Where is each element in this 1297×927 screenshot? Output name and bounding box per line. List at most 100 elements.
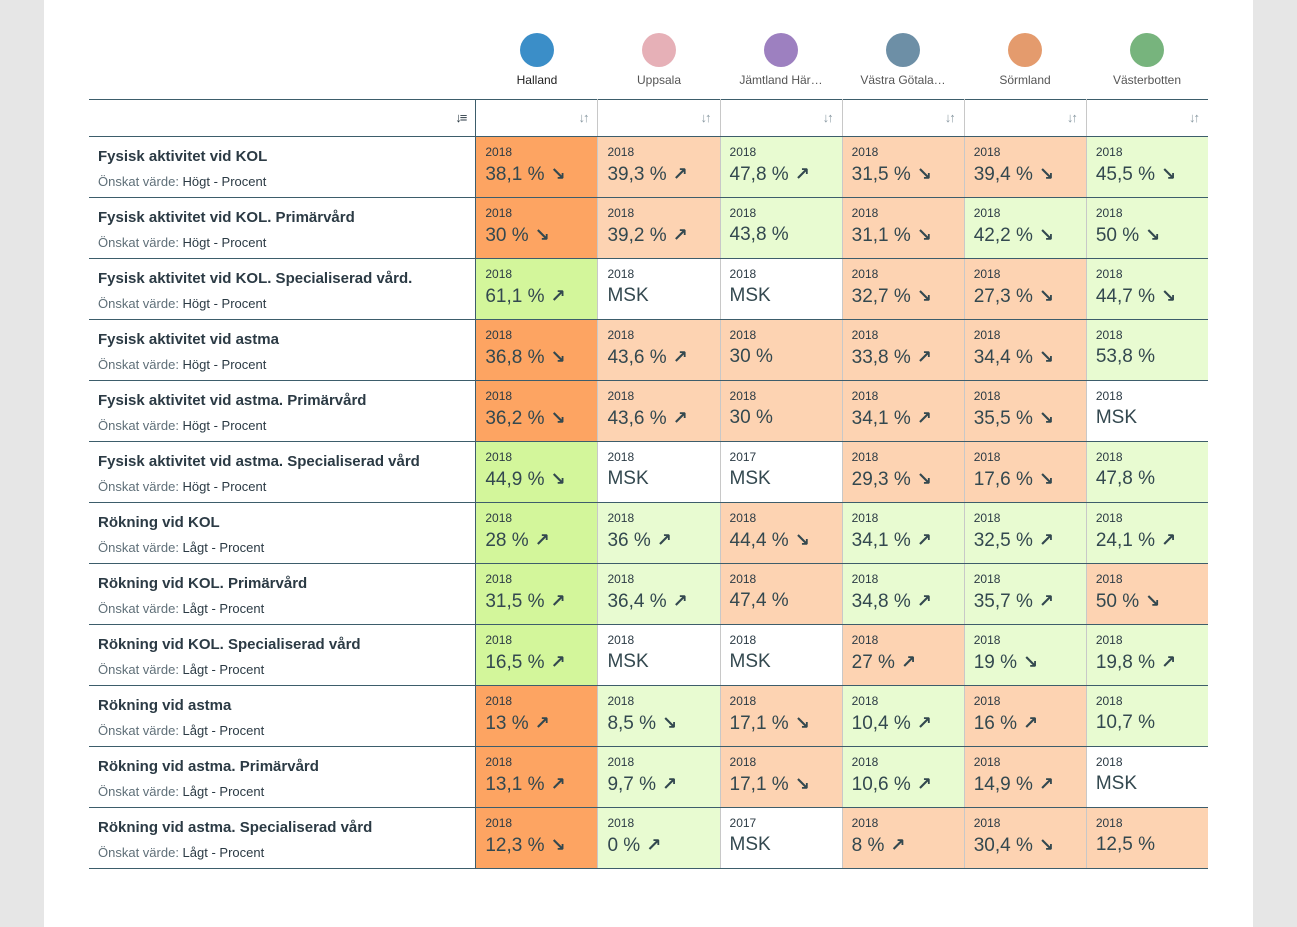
value-cell[interactable]: 2018 16,5 % ↗ (475, 624, 599, 686)
value-cell[interactable]: 2018 10,6 % ↗ (842, 746, 965, 808)
value-cell[interactable]: 2018 47,8 % (1086, 441, 1208, 503)
value-cell[interactable]: 2018 36,2 % ↘ (475, 380, 599, 442)
indicator-cell[interactable]: Rökning vid astma. Primärvård Önskat värd… (89, 746, 477, 808)
indicator-cell[interactable]: Rökning vid KOL Önskat värde: Lågt - Proc… (89, 502, 477, 564)
value-cell[interactable]: 2018 MSK (1086, 746, 1208, 808)
value-cell[interactable]: 2018 47,8 % ↗ (720, 136, 843, 198)
region-color-dot[interactable] (1008, 33, 1042, 67)
indicator-cell[interactable]: Fysisk aktivitet vid astma. Specialisera… (89, 441, 477, 503)
value-cell[interactable]: 2018 MSK (597, 258, 721, 320)
value-cell[interactable]: 2018 39,2 % ↗ (597, 197, 721, 259)
indicator-cell[interactable]: Rökning vid astma Önskat värde: Lågt - Pr… (89, 685, 477, 747)
indicator-cell[interactable]: Fysisk aktivitet vid KOL Önskat värde: Hö… (89, 136, 477, 198)
indicator-cell[interactable]: Rökning vid KOL. Primärvård Önskat värde:… (89, 563, 477, 625)
value-cell[interactable]: 2018 MSK (1086, 380, 1208, 442)
value-cell[interactable]: 2018 MSK (597, 441, 721, 503)
indicator-cell[interactable]: Rökning vid KOL. Specialiserad vård Önska… (89, 624, 477, 686)
value-cell[interactable]: 2018 29,3 % ↘ (842, 441, 965, 503)
value-cell[interactable]: 2018 10,4 % ↗ (842, 685, 965, 747)
value-cell[interactable]: 2018 32,5 % ↗ (964, 502, 1087, 564)
region-3[interactable]: Västra Götala… (842, 30, 964, 98)
value-cell[interactable]: 2018 31,5 % ↘ (842, 136, 965, 198)
value-cell[interactable]: 2018 34,1 % ↗ (842, 380, 965, 442)
value-cell[interactable]: 2018 43,6 % ↗ (597, 319, 721, 381)
region-color-dot[interactable] (886, 33, 920, 67)
value-cell[interactable]: 2018 0 % ↗ (597, 807, 721, 869)
value-cell[interactable]: 2018 13 % ↗ (475, 685, 599, 747)
value-cell[interactable]: 2018 43,8 % (720, 197, 843, 259)
indicator-cell[interactable]: Rökning vid astma. Specialiserad vård Öns… (89, 807, 477, 869)
sort-icon[interactable]: ↓↑ (1066, 110, 1078, 125)
region-color-dot[interactable] (1130, 33, 1164, 67)
region-1[interactable]: Uppsala (598, 30, 720, 98)
sort-icon[interactable]: ↓↑ (822, 110, 834, 125)
value-cell[interactable]: 2018 31,1 % ↘ (842, 197, 965, 259)
value-cell[interactable]: 2018 33,8 % ↗ (842, 319, 965, 381)
value-cell[interactable]: 2018 36 % ↗ (597, 502, 721, 564)
value-cell[interactable]: 2018 MSK (597, 624, 721, 686)
value-cell[interactable]: 2018 38,1 % ↘ (475, 136, 599, 198)
value-cell[interactable]: 2018 34,4 % ↘ (964, 319, 1087, 381)
value-cell[interactable]: 2018 31,5 % ↗ (475, 563, 599, 625)
value-cell[interactable]: 2018 47,4 % (720, 563, 843, 625)
region-0[interactable]: Halland (476, 30, 598, 98)
value-cell[interactable]: 2018 50 % ↘ (1086, 563, 1208, 625)
value-cell[interactable]: 2018 61,1 % ↗ (475, 258, 599, 320)
value-cell[interactable]: 2018 45,5 % ↘ (1086, 136, 1208, 198)
region-color-dot[interactable] (642, 33, 676, 67)
value-cell[interactable]: 2018 53,8 % (1086, 319, 1208, 381)
value-cell[interactable]: 2018 44,4 % ↘ (720, 502, 843, 564)
value-cell[interactable]: 2018 27 % ↗ (842, 624, 965, 686)
value-cell[interactable]: 2018 8,5 % ↘ (597, 685, 721, 747)
value-cell[interactable]: 2018 35,7 % ↗ (964, 563, 1087, 625)
value-cell[interactable]: 2018 42,2 % ↘ (964, 197, 1087, 259)
value-cell[interactable]: 2018 16 % ↗ (964, 685, 1087, 747)
value-cell[interactable]: 2018 19 % ↘ (964, 624, 1087, 686)
value-cell[interactable]: 2018 30 % ↘ (475, 197, 599, 259)
value-cell[interactable]: 2018 30,4 % ↘ (964, 807, 1087, 869)
indicator-cell[interactable]: Fysisk aktivitet vid KOL. Specialiserad … (89, 258, 477, 320)
value-cell[interactable]: 2018 8 % ↗ (842, 807, 965, 869)
sort-icon[interactable]: ↓↑ (1189, 110, 1200, 125)
value-cell[interactable]: 2018 17,6 % ↘ (964, 441, 1087, 503)
indicator-cell[interactable]: Fysisk aktivitet vid astma. Primärvård Ön… (89, 380, 477, 442)
region-4[interactable]: Sörmland (964, 30, 1086, 98)
value-cell[interactable]: 2018 39,3 % ↗ (597, 136, 721, 198)
indicator-cell[interactable]: Fysisk aktivitet vid astma Önskat värde: … (89, 319, 477, 381)
region-2[interactable]: Jämtland Här… (720, 30, 842, 98)
value-cell[interactable]: 2018 13,1 % ↗ (475, 746, 599, 808)
value-cell[interactable]: 2018 34,1 % ↗ (842, 502, 965, 564)
value-cell[interactable]: 2018 34,8 % ↗ (842, 563, 965, 625)
value-cell[interactable]: 2018 9,7 % ↗ (597, 746, 721, 808)
value-cell[interactable]: 2018 36,8 % ↘ (475, 319, 599, 381)
region-5[interactable]: Västerbotten (1086, 30, 1208, 98)
value-cell[interactable]: 2018 12,3 % ↘ (475, 807, 599, 869)
value-cell[interactable]: 2018 39,4 % ↘ (964, 136, 1087, 198)
sort-icon[interactable]: ↓↑ (944, 110, 956, 125)
value-cell[interactable]: 2018 17,1 % ↘ (720, 685, 843, 747)
value-cell[interactable]: 2018 30 % (720, 380, 843, 442)
sort-icon[interactable]: ↓↑ (700, 110, 712, 125)
sort-icon[interactable]: ↓↑ (578, 110, 589, 125)
value-cell[interactable]: 2018 14,9 % ↗ (964, 746, 1087, 808)
sort-desc-icon[interactable]: ↓≡ (455, 110, 467, 125)
value-cell[interactable]: 2018 44,9 % ↘ (475, 441, 599, 503)
value-cell[interactable]: 2017 MSK (720, 441, 843, 503)
value-cell[interactable]: 2018 50 % ↘ (1086, 197, 1208, 259)
value-cell[interactable]: 2018 43,6 % ↗ (597, 380, 721, 442)
value-cell[interactable]: 2017 MSK (720, 807, 843, 869)
value-cell[interactable]: 2018 27,3 % ↘ (964, 258, 1087, 320)
value-cell[interactable]: 2018 12,5 % (1086, 807, 1208, 869)
value-cell[interactable]: 2018 19,8 % ↗ (1086, 624, 1208, 686)
value-cell[interactable]: 2018 10,7 % (1086, 685, 1208, 747)
region-color-dot[interactable] (764, 33, 798, 67)
value-cell[interactable]: 2018 MSK (720, 624, 843, 686)
value-cell[interactable]: 2018 32,7 % ↘ (842, 258, 965, 320)
value-cell[interactable]: 2018 28 % ↗ (475, 502, 599, 564)
indicator-cell[interactable]: Fysisk aktivitet vid KOL. Primärvård Önsk… (89, 197, 477, 259)
value-cell[interactable]: 2018 36,4 % ↗ (597, 563, 721, 625)
value-cell[interactable]: 2018 30 % (720, 319, 843, 381)
value-cell[interactable]: 2018 44,7 % ↘ (1086, 258, 1208, 320)
region-color-dot[interactable] (520, 33, 554, 67)
value-cell[interactable]: 2018 MSK (720, 258, 843, 320)
